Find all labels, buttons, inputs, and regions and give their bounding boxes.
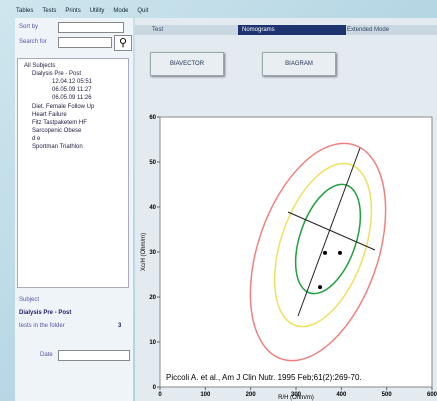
x-tick-label: 600 (427, 392, 437, 398)
annotation: Piccoli A. et al., Am J Clin Nutr. 1995 … (166, 373, 362, 382)
point (318, 285, 323, 290)
y-tick-label: 50 (149, 160, 156, 166)
tree-item[interactable]: Sarcopenic Obese (32, 128, 82, 134)
tree-item[interactable]: Dialysis Pre - Post (32, 71, 82, 77)
tests-count: 3 (118, 323, 122, 329)
point (323, 250, 328, 255)
tree-item[interactable]: Diet. Female Follow Up (32, 104, 95, 110)
chart: Piccoli A. et al., Am J Clin Nutr. 1995 … (141, 115, 437, 401)
x-tick-label: 0 (158, 392, 162, 398)
tab[interactable]: Extended Mode (347, 27, 390, 33)
x-axis-label: R/H (Ohm/m) (278, 395, 314, 401)
tree-item[interactable]: Sportman Triathlon (32, 144, 83, 150)
ellipse-95 (249, 142, 387, 362)
x-tick-label: 200 (246, 392, 257, 398)
button[interactable]: BIAVECTOR (150, 52, 224, 76)
tree-item[interactable]: 06.05.09 11:26 (52, 95, 92, 101)
tree: All Subjects Dialysis Pre - Post 12.04.1… (17, 58, 129, 288)
x-tick-label: 100 (200, 392, 211, 398)
subject: Dialysis Pre - Post (19, 310, 72, 316)
y-tick-label: 40 (149, 205, 156, 211)
menu-bar: Tables Tests Prints Utility Mode Quit (16, 8, 157, 14)
tree-item[interactable]: Fitz Tastpaketem HF (32, 120, 87, 126)
tree-item[interactable]: All Subjects (24, 63, 56, 69)
minor-axis (287, 211, 376, 251)
search-button[interactable]: ⚲ (114, 35, 132, 51)
tree-item[interactable]: d e (32, 136, 41, 142)
x-tick-label: 500 (382, 392, 393, 398)
y-tick-label: 30 (149, 250, 156, 256)
y-tick-label: 60 (149, 115, 156, 121)
y-tick-label: 20 (149, 295, 156, 301)
date-input[interactable] (58, 350, 130, 361)
ellipses (249, 142, 387, 362)
tree-item[interactable]: 12.04.12 05:51 (52, 79, 93, 85)
label: Sort by (19, 24, 39, 30)
ellipse-75 (273, 162, 373, 328)
tab[interactable]: Test (152, 27, 164, 33)
major-axis (297, 147, 361, 317)
point (337, 250, 342, 255)
label: Search for (19, 39, 47, 45)
tree-item[interactable]: 06.05.09 11:27 (52, 87, 92, 93)
label: Date (40, 352, 53, 358)
button[interactable]: BIAGRAM (262, 52, 336, 76)
menu-item[interactable]: Utility (89, 8, 105, 14)
label: Subject (19, 297, 40, 303)
x-tick-label: 400 (336, 392, 347, 398)
menu-item[interactable]: Tests (42, 8, 57, 14)
y-tick-label: 10 (149, 340, 156, 346)
y-tick-label: 0 (153, 385, 157, 391)
sort-select[interactable] (58, 22, 124, 33)
y-axis-label: Xc/H (Ohm/m) (141, 233, 147, 271)
menu-item[interactable]: Mode (113, 8, 129, 14)
search-input[interactable] (58, 37, 112, 48)
x-tick-label: 300 (291, 392, 302, 398)
label: tests in the folder (19, 323, 65, 329)
menu-item[interactable]: Tables (16, 8, 34, 14)
tab-active[interactable]: Nomograms (238, 25, 346, 35)
menu-item[interactable]: Prints (65, 8, 81, 14)
menu-item[interactable]: Quit (137, 8, 149, 14)
annotation-box (163, 371, 413, 383)
tree-item[interactable]: Heart Failure (32, 112, 67, 118)
